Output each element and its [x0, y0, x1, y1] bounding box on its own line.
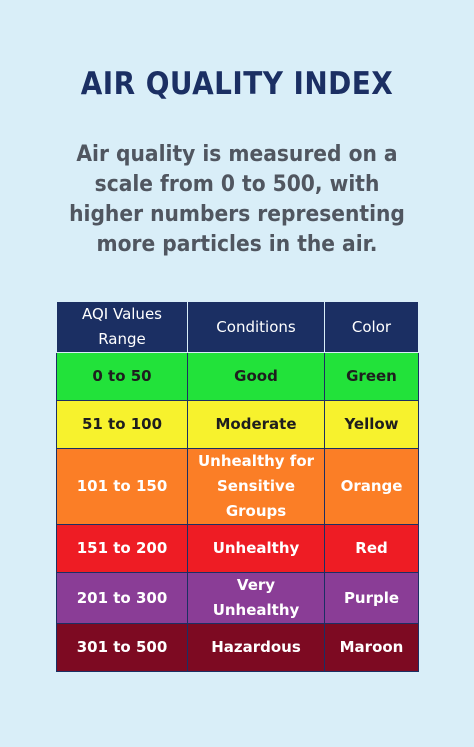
cell-range: 201 to 300: [56, 572, 188, 624]
cell-color-name: Green: [324, 352, 419, 401]
page-title: AIR QUALITY INDEX: [80, 66, 394, 102]
cell-condition: Moderate: [187, 400, 325, 449]
table-row: 101 to 150 Unhealthy for Sensitive Group…: [56, 448, 419, 525]
cell-range: 301 to 500: [56, 623, 188, 672]
table-row: 301 to 500 Hazardous Maroon: [56, 623, 419, 672]
cell-condition: Good: [187, 352, 325, 401]
cell-color-name: Red: [324, 524, 419, 573]
cell-range: 0 to 50: [56, 352, 188, 401]
header-aqi-range: AQI Values Range: [56, 301, 188, 353]
cell-condition: Unhealthy for Sensitive Groups: [187, 448, 325, 525]
cell-condition: Very Unhealthy: [187, 572, 325, 624]
header-conditions: Conditions: [187, 301, 325, 353]
cell-condition: Unhealthy: [187, 524, 325, 573]
cell-color-name: Yellow: [324, 400, 419, 449]
table-row: 51 to 100 Moderate Yellow: [56, 400, 419, 449]
cell-color-name: Purple: [324, 572, 419, 624]
cell-color-name: Maroon: [324, 623, 419, 672]
description-text: Air quality is measured on a scale from …: [69, 142, 405, 257]
table-row: 0 to 50 Good Green: [56, 352, 419, 401]
cell-range: 101 to 150: [56, 448, 188, 525]
table-row: 201 to 300 Very Unhealthy Purple: [56, 572, 419, 624]
table-row: 151 to 200 Unhealthy Red: [56, 524, 419, 573]
table-header-row: AQI Values Range Conditions Color: [56, 301, 419, 353]
header-color: Color: [324, 301, 419, 353]
cell-condition: Hazardous: [187, 623, 325, 672]
cell-range: 51 to 100: [56, 400, 188, 449]
cell-range: 151 to 200: [56, 524, 188, 573]
aqi-table: AQI Values Range Conditions Color 0 to 5…: [56, 301, 419, 672]
cell-color-name: Orange: [324, 448, 419, 525]
